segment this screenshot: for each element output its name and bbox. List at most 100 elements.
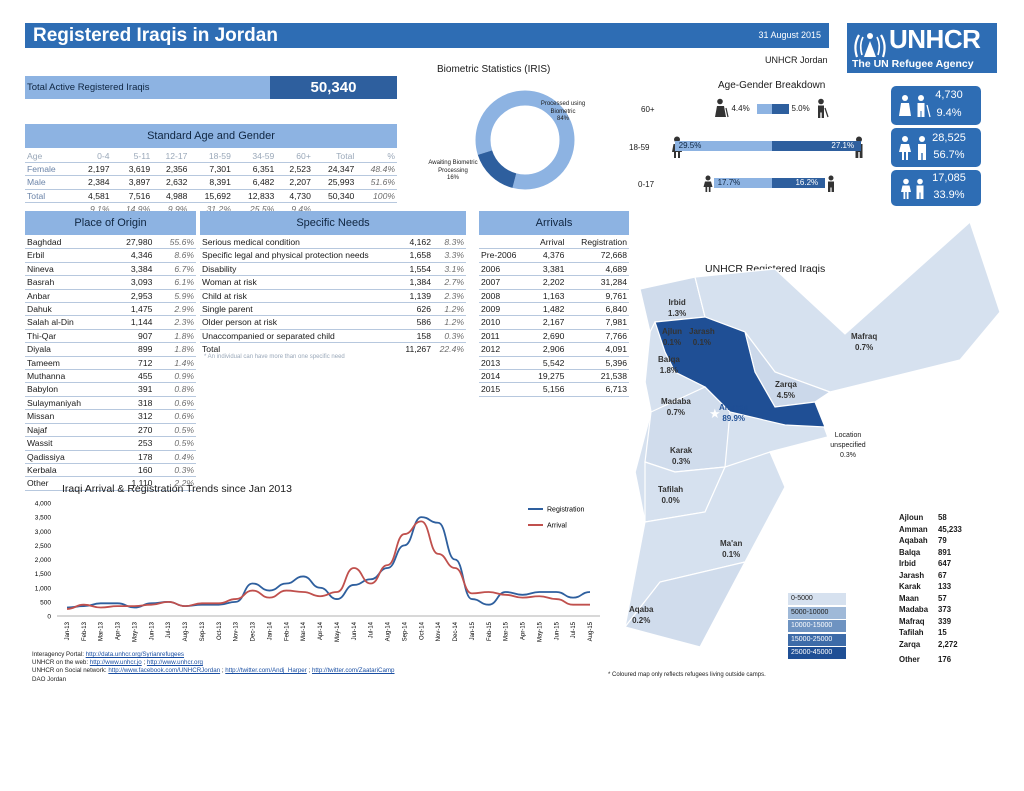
table-cell: 25,993 bbox=[312, 175, 357, 190]
row-label: Total bbox=[25, 189, 75, 203]
table-cell: 15 bbox=[938, 628, 947, 637]
origin-row: Babylon 391 0.8% bbox=[25, 382, 196, 397]
region-name: Ma'an bbox=[720, 539, 743, 548]
male-pct-label: 27.1% bbox=[831, 141, 855, 150]
table-cell: Zarqa bbox=[899, 639, 921, 649]
origin-row: Qadissiya 178 0.4% bbox=[25, 450, 196, 464]
table-cell: 2,690 bbox=[528, 329, 567, 344]
jordan-map: ★ bbox=[623, 222, 1001, 648]
origin-title: Place of Origin bbox=[25, 211, 196, 235]
origin-row: Sulaymaniyah 318 0.6% bbox=[25, 396, 196, 411]
table-cell: 12,833 bbox=[232, 189, 277, 203]
map-label-balqa: Balqa 1.8% bbox=[658, 354, 680, 376]
table-cell: 5,156 bbox=[528, 382, 567, 397]
processed-label-text: Processed using Biometric bbox=[540, 101, 586, 115]
x-tick-label: Mar-14 bbox=[301, 621, 307, 641]
governorate-row: Aqabah 79 bbox=[897, 535, 969, 547]
table-cell: Muthanna bbox=[25, 369, 110, 384]
y-tick-label: 1,500 bbox=[35, 571, 52, 578]
origin-table: Baghdad 27,980 55.6% Erbil 4,346 8.6% Nineva 3,… bbox=[25, 236, 196, 491]
origin-row: Baghdad 27,980 55.6% bbox=[25, 236, 196, 250]
x-tick-label: Dec-14 bbox=[453, 621, 459, 641]
portal-link[interactable]: http://data.unhcr.org/Syrianrefugees bbox=[85, 651, 185, 658]
table-cell: 1,554 bbox=[398, 262, 433, 277]
origin-row: Najaf 270 0.5% bbox=[25, 423, 196, 438]
table-cell: 2.2% bbox=[154, 476, 196, 491]
table-cell: 11,267 bbox=[405, 344, 431, 355]
table-cell: 253 bbox=[109, 436, 155, 451]
governorate-row: Amman 45,233 bbox=[897, 524, 969, 536]
needs-row: Total 11,267 22.4% bbox=[200, 343, 466, 356]
unhcr-org-link[interactable]: http://www.unhcr.org bbox=[146, 659, 203, 667]
table-cell: 21,538 bbox=[566, 369, 629, 384]
table-cell: 2,356 bbox=[152, 162, 190, 177]
table-cell: Child at risk bbox=[200, 289, 399, 304]
chart-title: Iraqi Arrival & Registration Trends sinc… bbox=[62, 483, 292, 495]
facebook-link[interactable]: http://www.facebook.com/UNHCRJordan bbox=[108, 667, 221, 675]
map-region-amman bbox=[654, 316, 826, 428]
legend-item: 5000-10000 bbox=[788, 606, 846, 619]
table-cell: Baghdad bbox=[25, 236, 110, 250]
age-gender-title: Standard Age and Gender bbox=[25, 124, 397, 148]
twitter-link-1[interactable]: http://twitter.com/Andj_Harper bbox=[225, 667, 307, 675]
x-tick-label: Jul-15 bbox=[571, 621, 577, 638]
table-cell: 1.4% bbox=[154, 356, 196, 371]
column-header: 12-17 bbox=[152, 150, 190, 164]
age-box-elderly: 4,730 9.4% bbox=[891, 86, 981, 125]
table-cell: 1,658 bbox=[398, 248, 433, 263]
table-cell: 7,766 bbox=[566, 329, 629, 344]
table-cell: 391 bbox=[109, 382, 155, 397]
table-cell: 455 bbox=[109, 369, 155, 384]
column-header bbox=[479, 236, 529, 250]
table-row: Arrival Registration bbox=[479, 236, 629, 250]
table-cell: 3,897 bbox=[111, 175, 153, 190]
footer-label: UNHCR on the web: bbox=[32, 659, 90, 667]
arrivals-row: 2006 3,381 4,689 bbox=[479, 262, 629, 277]
region-name: Karak bbox=[670, 446, 693, 455]
arrivals-row: 2015 5,156 6,713 bbox=[479, 382, 629, 397]
x-tick-label: Oct-14 bbox=[419, 621, 425, 640]
origin-row: Kerbala 160 0.3% bbox=[25, 463, 196, 478]
table-cell: 2010 bbox=[479, 315, 529, 330]
table-cell: 373 bbox=[938, 605, 952, 614]
map-label-irbid: Irbid 1.3% bbox=[668, 297, 686, 319]
x-tick-label: Aug-13 bbox=[183, 621, 189, 641]
elderly-male-icon bbox=[818, 98, 829, 118]
age-group-label: 60+ bbox=[641, 105, 655, 114]
table-row: Age 0-4 5-11 12-17 18-59 34-59 60+ Total… bbox=[25, 150, 397, 164]
map-label-unspecified: Location unspecified 0.3% bbox=[822, 431, 874, 461]
age-group-label: 18-59 bbox=[629, 143, 650, 152]
table-cell: Other bbox=[899, 655, 920, 665]
arrivals-row: 2008 1,163 9,761 bbox=[479, 289, 629, 304]
boy-icon bbox=[828, 175, 834, 192]
region-name: Irbid bbox=[668, 298, 686, 307]
region-pct: 0.1% bbox=[662, 338, 682, 347]
table-cell: 1.2% bbox=[432, 302, 466, 317]
adults-pct: 56.7% bbox=[933, 149, 965, 161]
x-tick-label: Jun-14 bbox=[352, 621, 358, 640]
x-tick-label: Jan-14 bbox=[267, 621, 273, 640]
origin-row: Basrah 3,093 6.1% bbox=[25, 275, 196, 290]
table-cell: 2008 bbox=[479, 289, 529, 304]
table-cell: 160 bbox=[109, 463, 155, 478]
table-cell: 1,139 bbox=[398, 289, 433, 304]
table-cell: 586 bbox=[398, 315, 433, 330]
column-header: 34-59 bbox=[232, 150, 277, 164]
table-cell: 0.6% bbox=[154, 409, 196, 424]
unhcr-jo-link[interactable]: http://www.unhcr.jo bbox=[89, 659, 142, 667]
table-cell: 907 bbox=[109, 329, 155, 344]
x-tick-label: Jun-15 bbox=[554, 621, 560, 640]
y-tick-label: 3,000 bbox=[35, 529, 52, 536]
x-tick-label: Sep-14 bbox=[402, 621, 408, 641]
governorate-row: Karak 133 bbox=[897, 581, 969, 593]
x-tick-label: Aug-14 bbox=[386, 621, 392, 641]
twitter-link-2[interactable]: http://twitter.com/ZaatariCamp bbox=[311, 667, 395, 675]
needs-row: Unaccompanied or separated child 158 0.3% bbox=[200, 329, 466, 344]
column-header: % bbox=[356, 150, 397, 164]
governorate-row: Tafilah 15 bbox=[897, 627, 969, 639]
table-cell: 2006 bbox=[479, 262, 529, 277]
table-cell: Thi-Qar bbox=[25, 329, 110, 344]
needs-row: Child at risk 1,139 2.3% bbox=[200, 289, 466, 304]
table-cell: Ajloun bbox=[899, 513, 924, 522]
legend-label: Arrival bbox=[547, 523, 567, 530]
